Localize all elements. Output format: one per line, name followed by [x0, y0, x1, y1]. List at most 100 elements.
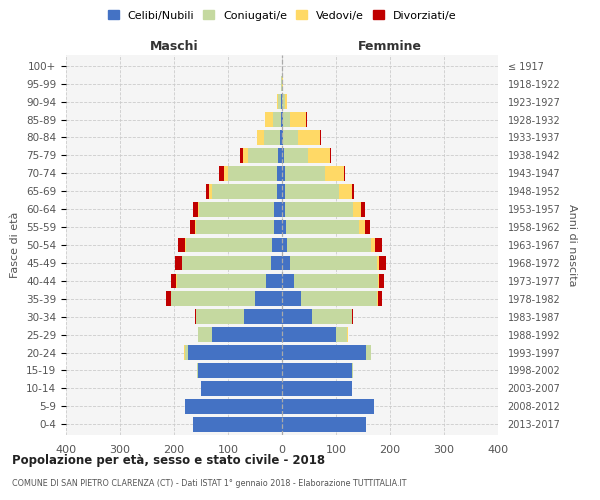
Bar	[282, 238, 287, 252]
Legend: Celibi/Nubili, Coniugati/e, Vedovi/e, Divorziati/e: Celibi/Nubili, Coniugati/e, Vedovi/e, Di…	[106, 8, 458, 23]
Bar	[185, 399, 282, 413]
Bar	[379, 256, 386, 270]
Bar	[195, 220, 196, 234]
Bar	[277, 94, 278, 109]
Bar	[193, 417, 282, 432]
Bar	[171, 274, 176, 288]
Bar	[185, 345, 187, 360]
Bar	[198, 363, 282, 378]
Bar	[282, 417, 366, 432]
Bar	[282, 381, 352, 396]
Bar	[277, 166, 282, 180]
Bar	[244, 310, 282, 324]
Bar	[206, 184, 209, 198]
Bar	[282, 76, 283, 91]
Bar	[282, 328, 336, 342]
Bar	[352, 363, 353, 378]
Bar	[377, 274, 379, 288]
Bar	[282, 112, 283, 127]
Bar	[272, 238, 282, 252]
Bar	[274, 220, 282, 234]
Bar	[282, 310, 312, 324]
Text: COMUNE DI SAN PIETRO CLARENZA (CT) - Dati ISTAT 1° gennaio 2018 - Elaborazione T: COMUNE DI SAN PIETRO CLARENZA (CT) - Dat…	[12, 479, 407, 488]
Bar	[366, 345, 371, 360]
Bar	[359, 220, 365, 234]
Bar	[379, 274, 384, 288]
Bar	[320, 130, 321, 145]
Bar	[182, 256, 271, 270]
Bar	[338, 184, 352, 198]
Bar	[282, 166, 285, 180]
Bar	[306, 112, 307, 127]
Bar	[290, 256, 377, 270]
Bar	[281, 112, 282, 127]
Bar	[336, 328, 347, 342]
Bar	[212, 328, 282, 342]
Bar	[277, 184, 282, 198]
Bar	[257, 130, 263, 145]
Bar	[312, 310, 352, 324]
Y-axis label: Fasce di età: Fasce di età	[10, 212, 20, 278]
Bar	[377, 256, 379, 270]
Bar	[198, 202, 199, 216]
Bar	[228, 166, 277, 180]
Bar	[298, 130, 320, 145]
Bar	[190, 220, 195, 234]
Bar	[371, 238, 376, 252]
Bar	[285, 202, 353, 216]
Bar	[282, 202, 285, 216]
Bar	[278, 148, 282, 162]
Bar	[185, 238, 186, 252]
Bar	[265, 112, 273, 127]
Bar	[290, 112, 306, 127]
Bar	[283, 112, 290, 127]
Bar	[282, 184, 285, 198]
Bar	[201, 381, 282, 396]
Bar	[361, 202, 365, 216]
Bar	[285, 94, 287, 109]
Bar	[248, 148, 278, 162]
Text: Popolazione per età, sesso e stato civile - 2018: Popolazione per età, sesso e stato civil…	[12, 454, 325, 467]
Bar	[282, 274, 294, 288]
Bar	[282, 399, 374, 413]
Bar	[281, 94, 282, 109]
Bar	[278, 94, 281, 109]
Bar	[285, 166, 325, 180]
Bar	[282, 148, 284, 162]
Bar	[308, 148, 330, 162]
Bar	[282, 220, 286, 234]
Bar	[273, 112, 281, 127]
Bar	[284, 148, 308, 162]
Bar	[172, 292, 255, 306]
Bar	[187, 345, 282, 360]
Bar	[220, 166, 224, 180]
Bar	[377, 292, 382, 306]
Bar	[224, 166, 228, 180]
Bar	[352, 184, 354, 198]
Bar	[175, 256, 182, 270]
Bar	[280, 130, 282, 145]
Bar	[282, 256, 290, 270]
Bar	[344, 166, 345, 180]
Bar	[186, 238, 272, 252]
Bar	[347, 328, 348, 342]
Bar	[287, 238, 371, 252]
Bar	[271, 256, 282, 270]
Bar	[330, 148, 331, 162]
Text: Femmine: Femmine	[358, 40, 422, 53]
Bar	[198, 328, 212, 342]
Text: Maschi: Maschi	[149, 40, 199, 53]
Bar	[193, 202, 198, 216]
Bar	[282, 94, 285, 109]
Bar	[285, 184, 338, 198]
Bar	[282, 292, 301, 306]
Bar	[294, 274, 377, 288]
Bar	[241, 148, 242, 162]
Bar	[283, 130, 298, 145]
Bar	[196, 220, 274, 234]
Bar	[197, 363, 198, 378]
Bar	[176, 274, 266, 288]
Bar	[286, 220, 359, 234]
Y-axis label: Anni di nascita: Anni di nascita	[567, 204, 577, 286]
Bar	[196, 310, 244, 324]
